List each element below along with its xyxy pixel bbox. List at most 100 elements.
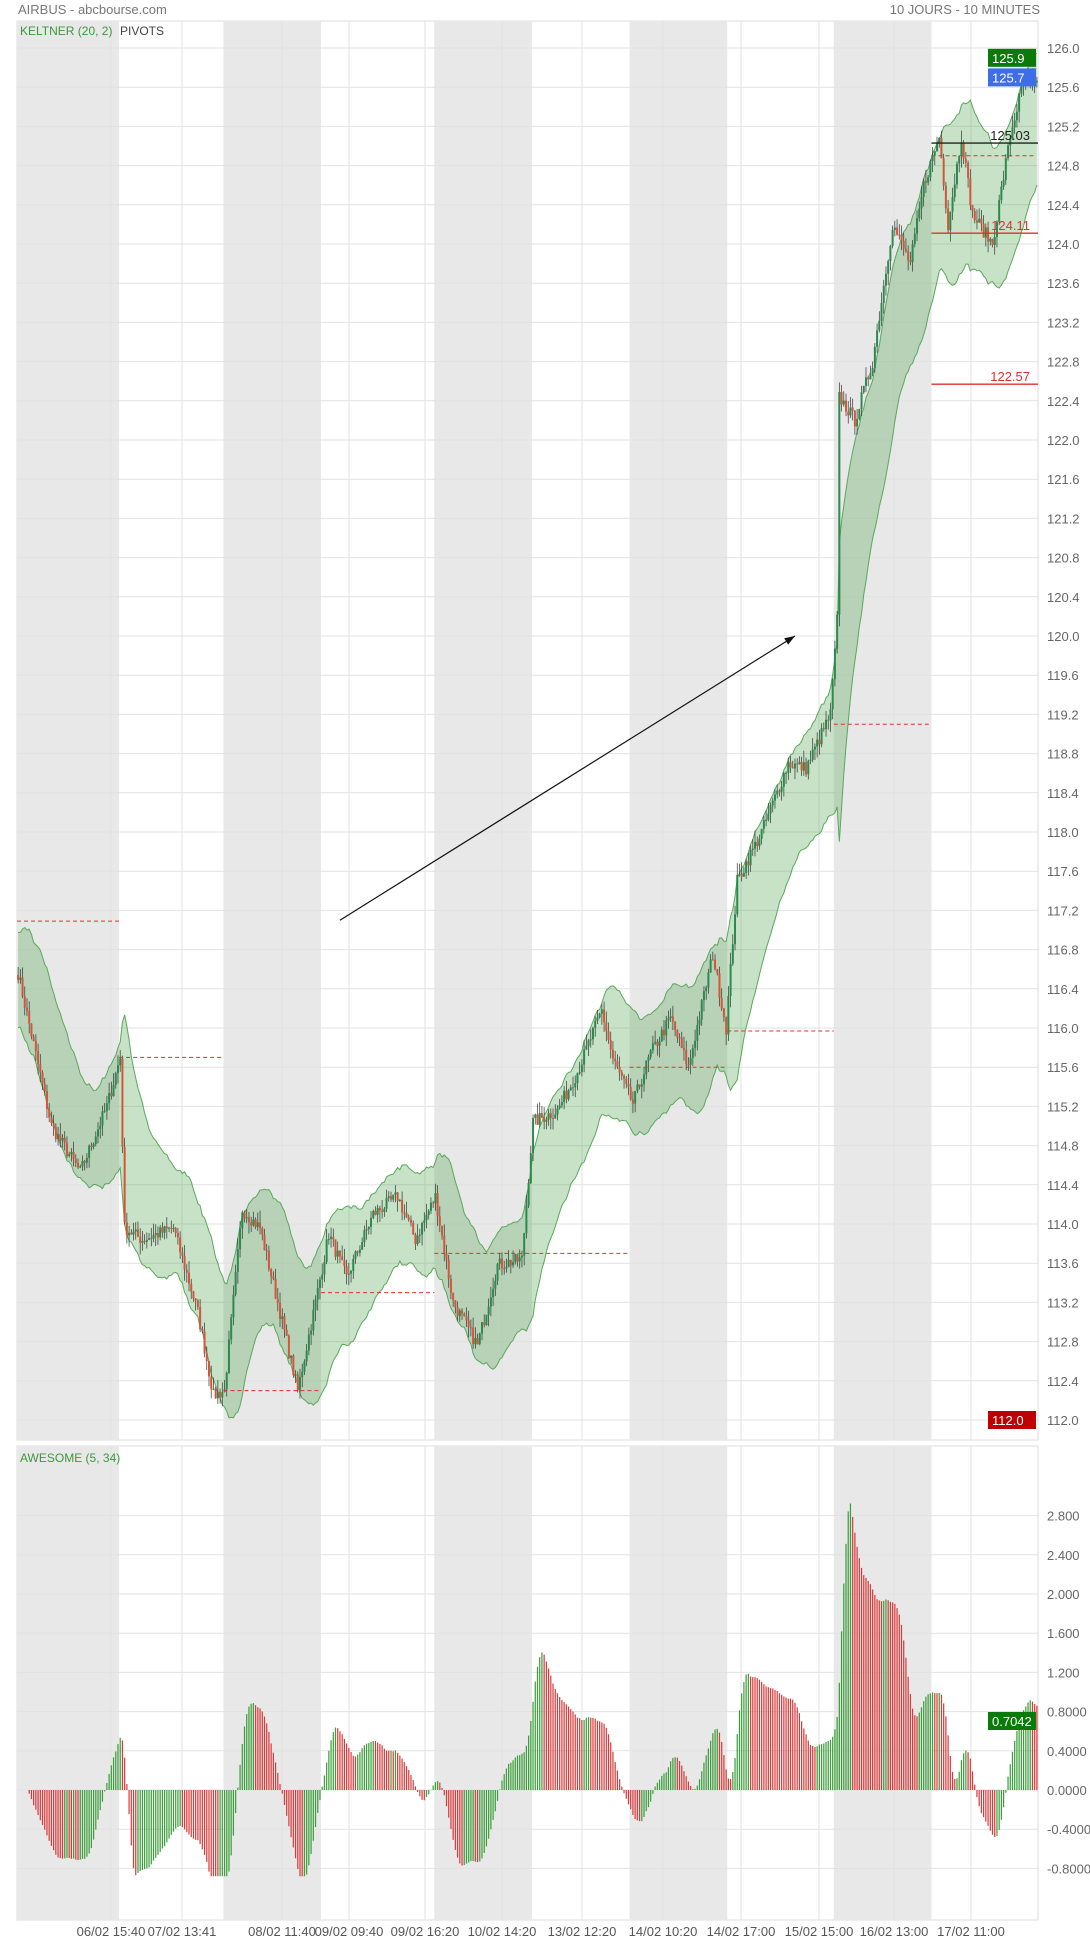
- candle-body: [587, 1040, 590, 1046]
- candle-body: [776, 790, 779, 795]
- candle-body: [232, 1294, 235, 1318]
- candle-body: [871, 368, 874, 374]
- candle-body: [134, 1229, 137, 1232]
- candle-body: [314, 1299, 317, 1310]
- candle-body: [676, 1029, 679, 1038]
- candle-body: [310, 1330, 313, 1335]
- chart-period[interactable]: 10 JOURS - 10 MINUTES: [889, 2, 1040, 17]
- day-shade: [17, 21, 120, 1440]
- candle-body: [998, 200, 1001, 222]
- candle-body: [623, 1075, 626, 1079]
- candle-body: [758, 838, 761, 847]
- candle-body: [880, 303, 883, 321]
- candle-body: [660, 1029, 663, 1042]
- candle-body: [121, 1058, 124, 1147]
- candle-body: [465, 1316, 468, 1321]
- candle-body: [698, 1019, 701, 1025]
- candle-body: [381, 1210, 384, 1212]
- candle-body: [520, 1255, 523, 1258]
- candle-body: [281, 1316, 284, 1320]
- candle-body: [714, 959, 717, 970]
- candle-body: [993, 236, 996, 245]
- y-tick-label: 121.2: [1047, 511, 1080, 526]
- y-tick-label: 119.6: [1047, 668, 1079, 683]
- candle-body: [361, 1242, 364, 1250]
- candle-body: [947, 208, 950, 231]
- keltner-legend[interactable]: KELTNER (20, 2): [20, 24, 113, 38]
- candle-body: [532, 1117, 535, 1154]
- candle-body: [412, 1222, 415, 1235]
- candle-body: [350, 1270, 353, 1274]
- candle-body: [567, 1090, 570, 1100]
- y-tick-label: 114.0: [1047, 1217, 1079, 1232]
- candle-body: [81, 1160, 84, 1167]
- candle-body: [152, 1235, 155, 1239]
- candle-body: [259, 1222, 262, 1229]
- y-tick-label: 117.2: [1047, 903, 1079, 918]
- candle-body: [987, 227, 990, 242]
- candle-body: [50, 1117, 53, 1124]
- candle-body: [680, 1037, 683, 1048]
- candle-body: [978, 218, 981, 223]
- candle-body: [1020, 84, 1023, 94]
- candle-body: [19, 977, 22, 980]
- candle-body: [629, 1086, 632, 1100]
- candle-body: [52, 1123, 55, 1127]
- candle-body: [327, 1238, 330, 1240]
- candle-body: [689, 1057, 692, 1065]
- x-tick-label: 15/02 15:00: [785, 1924, 854, 1939]
- candle-body: [678, 1037, 681, 1039]
- candle-body: [944, 185, 947, 209]
- y-tick-label: 122.4: [1047, 394, 1080, 409]
- candle-body: [793, 763, 796, 769]
- candle-body: [809, 759, 812, 761]
- day-shade: [434, 21, 532, 1440]
- candle-body: [649, 1050, 652, 1057]
- candle-body: [97, 1129, 100, 1137]
- pivots-legend[interactable]: PIVOTS: [120, 24, 165, 38]
- candle-body: [92, 1143, 95, 1148]
- candle-body: [245, 1217, 248, 1219]
- candle-body: [940, 137, 943, 159]
- candle-body: [101, 1111, 104, 1126]
- ao-tick-label: 0.8000: [1047, 1705, 1087, 1720]
- candle-body: [105, 1103, 108, 1112]
- candle-body: [769, 805, 772, 814]
- candle-body: [108, 1093, 111, 1104]
- candle-body: [37, 1051, 40, 1065]
- candle-body: [263, 1234, 266, 1251]
- candle-body: [585, 1045, 588, 1050]
- candle-body: [207, 1361, 210, 1377]
- candle-body: [254, 1219, 257, 1227]
- candle-body: [469, 1327, 472, 1329]
- candle-body: [79, 1166, 82, 1168]
- x-tick-label: 17/02 11:00: [937, 1924, 1005, 1939]
- candle-body: [816, 739, 819, 747]
- candle-body: [811, 749, 814, 760]
- candle-body: [72, 1152, 75, 1159]
- candle-body: [156, 1233, 159, 1238]
- candle-body: [88, 1145, 91, 1158]
- candle-body: [982, 223, 985, 238]
- candle-body: [929, 161, 932, 178]
- candle-body: [591, 1027, 594, 1040]
- awesome-legend[interactable]: AWESOME (5, 34): [20, 1451, 121, 1465]
- candle-body: [485, 1314, 488, 1326]
- candle-body: [163, 1226, 166, 1233]
- candle-body: [802, 762, 805, 771]
- candle-body: [449, 1278, 452, 1293]
- keltner-upper-line: [18, 52, 1038, 1285]
- candle-body: [605, 1022, 608, 1032]
- candle-body: [363, 1230, 366, 1243]
- candle-body: [614, 1058, 617, 1062]
- candle-body: [924, 181, 927, 183]
- y-tick-label: 123.6: [1047, 276, 1080, 291]
- candle-body: [583, 1049, 586, 1065]
- candle-body: [321, 1274, 324, 1280]
- candle-body: [991, 238, 994, 245]
- candle-body: [498, 1258, 501, 1264]
- candle-body: [911, 244, 914, 263]
- keltner-band-fill: [18, 53, 1037, 1418]
- candle-body: [1002, 180, 1005, 187]
